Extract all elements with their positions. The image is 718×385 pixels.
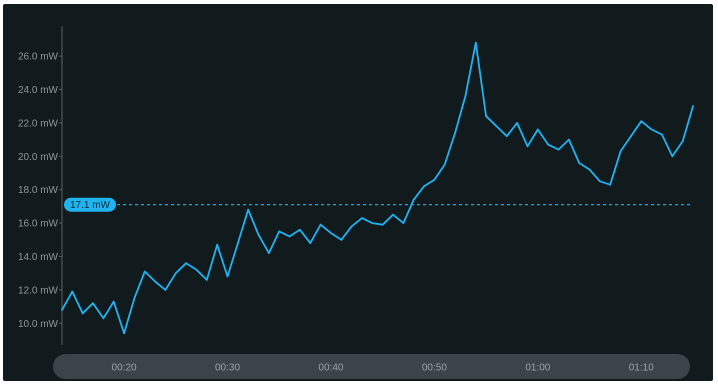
chart-panel: 10.0 mW 12.0 mW 14.0 mW 16.0 mW 18.0 mW 20.0 … [3, 4, 713, 381]
y-tick-label: 16.0 mW [18, 219, 59, 230]
data-point [257, 233, 260, 236]
data-point [381, 223, 384, 226]
data-point [474, 41, 477, 44]
data-point [371, 222, 374, 225]
data-point [61, 309, 63, 311]
y-tick-label: 10.0 mW [18, 319, 59, 330]
data-point [81, 312, 84, 315]
x-tick-label: 00:40 [318, 363, 343, 374]
data-point [630, 135, 632, 138]
data-point [288, 235, 291, 238]
data-point [485, 115, 487, 118]
data-point [278, 230, 281, 233]
x-tick-label: 01:00 [525, 363, 550, 374]
data-point [588, 168, 591, 171]
data-point [350, 225, 353, 228]
y-tick-label: 24.0 mW [18, 85, 59, 96]
data-point [495, 125, 498, 128]
data-point [154, 280, 157, 283]
data-point [123, 332, 125, 335]
timeline-layer: 00:20 00:30 00:40 00:50 01:00 01:10 [53, 354, 690, 379]
data-point [423, 185, 425, 188]
data-point [661, 133, 663, 136]
data-point [164, 289, 167, 291]
y-tick-label: 22.0 mW [18, 118, 59, 129]
data-point [309, 242, 312, 245]
data-point [557, 148, 560, 151]
x-tick-label: 01:10 [629, 363, 654, 374]
data-point [268, 252, 270, 255]
data-point [205, 279, 208, 281]
data-point [71, 290, 74, 293]
data-point [526, 145, 529, 148]
data-point [464, 95, 467, 97]
data-point [578, 162, 581, 164]
data-point [319, 223, 322, 226]
data-point [568, 138, 570, 141]
data-point [216, 243, 219, 246]
data-point [402, 222, 405, 225]
x-tick-label: 00:20 [112, 363, 137, 374]
data-point [143, 270, 146, 273]
reference-label: 17.1 mW [70, 200, 111, 211]
series-line [61, 41, 694, 335]
x-tick-label: 00:50 [422, 363, 447, 374]
data-point [247, 208, 250, 211]
data-point [412, 198, 415, 201]
data-point [681, 140, 684, 143]
data-point [112, 300, 115, 303]
data-point [226, 275, 229, 278]
data-point [619, 150, 622, 153]
data-point [133, 297, 136, 300]
timeline-scrollbar[interactable] [53, 354, 690, 379]
series-layer [61, 41, 694, 335]
data-point [174, 272, 177, 275]
data-point [609, 183, 612, 186]
data-point [299, 228, 301, 231]
data-point [516, 122, 518, 124]
data-point [340, 238, 343, 241]
data-point [361, 217, 363, 220]
x-tick-label: 00:30 [215, 363, 240, 374]
data-point [671, 155, 674, 158]
data-point [195, 268, 198, 271]
data-point [237, 242, 239, 245]
axes-layer: 10.0 mW 12.0 mW 14.0 mW 16.0 mW 18.0 mW 20.0 … [18, 26, 63, 345]
data-point [599, 180, 601, 183]
data-point [536, 128, 539, 131]
y-tick-label: 18.0 mW [18, 185, 59, 196]
data-point [92, 302, 94, 305]
data-point [433, 178, 436, 181]
data-point [505, 135, 508, 138]
chart-svg: 10.0 mW 12.0 mW 14.0 mW 16.0 mW 18.0 mW 20.0 … [18, 26, 694, 379]
data-point [185, 262, 188, 265]
y-tick-label: 26.0 mW [18, 52, 59, 63]
data-point [650, 128, 653, 131]
data-point [640, 120, 643, 123]
data-point [547, 143, 550, 146]
y-tick-label: 20.0 mW [18, 152, 59, 163]
y-tick-label: 12.0 mW [18, 285, 59, 296]
data-point [392, 213, 394, 216]
data-point [692, 105, 694, 108]
y-tick-label: 14.0 mW [18, 252, 59, 263]
data-point [454, 132, 456, 134]
reference-layer: 17.1 mW [64, 197, 693, 212]
data-point [102, 317, 105, 320]
data-point [330, 232, 332, 235]
data-point [443, 163, 446, 166]
reference-badge [64, 197, 116, 212]
